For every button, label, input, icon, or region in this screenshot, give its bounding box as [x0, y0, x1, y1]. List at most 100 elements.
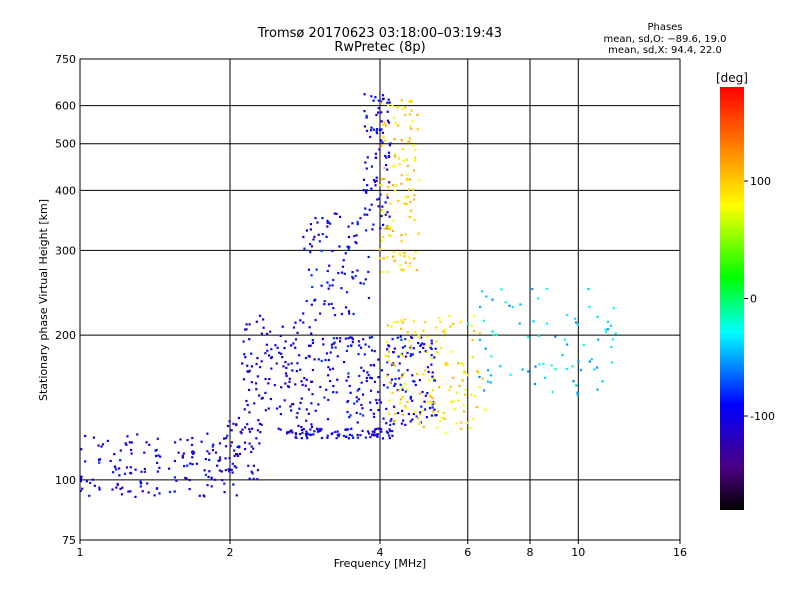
data-point [393, 419, 396, 423]
data-point [362, 338, 365, 341]
data-point [300, 425, 303, 429]
data-point [362, 282, 365, 285]
data-point [442, 411, 445, 415]
data-point [388, 381, 391, 385]
data-point [449, 325, 452, 328]
data-point [357, 340, 361, 343]
data-point [347, 428, 350, 431]
data-point [307, 412, 310, 415]
data-point [186, 438, 189, 442]
data-point [363, 93, 366, 96]
data-point [336, 378, 339, 381]
data-point [307, 388, 311, 391]
data-point [409, 347, 412, 350]
data-point [262, 318, 265, 321]
data-point [601, 380, 604, 383]
data-point [317, 233, 320, 236]
data-point [289, 405, 292, 408]
data-point [384, 354, 387, 357]
data-point [422, 346, 425, 350]
data-point [311, 393, 314, 396]
data-point [380, 111, 383, 114]
data-point [350, 344, 353, 347]
trace-f-o-trace-flat [286, 427, 394, 440]
data-point [299, 432, 302, 436]
data-point [141, 490, 144, 493]
data-point [248, 442, 251, 445]
data-point [314, 409, 317, 412]
data-point [214, 478, 217, 481]
data-point [410, 109, 413, 112]
data-point [588, 360, 591, 363]
data-point [173, 459, 177, 463]
data-point [332, 337, 336, 340]
data-point [587, 287, 590, 291]
data-point [399, 401, 402, 405]
data-point [404, 196, 407, 199]
data-point [200, 440, 203, 443]
x-axis-label: Frequency [MHz] [334, 557, 426, 570]
data-point [286, 432, 289, 435]
data-point [403, 251, 406, 254]
data-point [321, 337, 325, 341]
data-point [206, 432, 209, 435]
data-point [285, 366, 288, 370]
data-point [256, 478, 259, 481]
data-point [208, 470, 211, 473]
data-point [284, 372, 288, 375]
data-point [420, 343, 423, 346]
data-point [360, 403, 363, 407]
data-point [309, 223, 313, 226]
data-point [377, 358, 380, 361]
data-point [223, 437, 226, 440]
data-point [392, 184, 395, 187]
data-point [395, 184, 398, 187]
data-point [119, 487, 122, 491]
data-point [308, 355, 311, 358]
data-point [452, 376, 455, 379]
data-point [403, 318, 406, 321]
data-point [490, 355, 493, 358]
data-point [396, 106, 399, 109]
data-point [312, 238, 315, 241]
data-point [386, 348, 389, 351]
data-point [389, 142, 392, 145]
data-point [377, 107, 380, 110]
data-point [250, 427, 254, 430]
phase-legend-o-mode: mean, sd,O: −89.6, 19.0 [603, 34, 727, 45]
data-point [241, 428, 244, 431]
data-point [348, 416, 351, 419]
data-point [393, 259, 396, 262]
data-point [319, 427, 322, 431]
data-point [411, 188, 415, 191]
data-point [409, 397, 412, 400]
data-point [400, 139, 403, 142]
data-point [406, 369, 409, 372]
data-point [563, 338, 566, 341]
data-point [346, 399, 350, 403]
data-point [348, 384, 351, 388]
data-point [333, 341, 336, 344]
data-point [313, 430, 316, 433]
data-point [426, 392, 429, 395]
data-point [387, 104, 390, 107]
y-tick-label: 500 [55, 138, 76, 151]
data-point [231, 471, 234, 474]
data-point [398, 362, 401, 365]
data-point [91, 478, 94, 481]
data-point [359, 434, 362, 437]
data-point [532, 320, 535, 323]
y-tick-label: 600 [55, 100, 76, 113]
data-point [376, 435, 379, 438]
data-point [399, 252, 402, 255]
data-point [218, 442, 222, 445]
data-point [425, 416, 429, 419]
data-point [173, 476, 177, 479]
data-point [401, 395, 404, 398]
data-point [375, 179, 378, 182]
data-point [411, 399, 414, 402]
data-point [270, 348, 273, 351]
data-point [139, 485, 142, 488]
data-point [181, 454, 184, 457]
data-point [476, 370, 479, 373]
